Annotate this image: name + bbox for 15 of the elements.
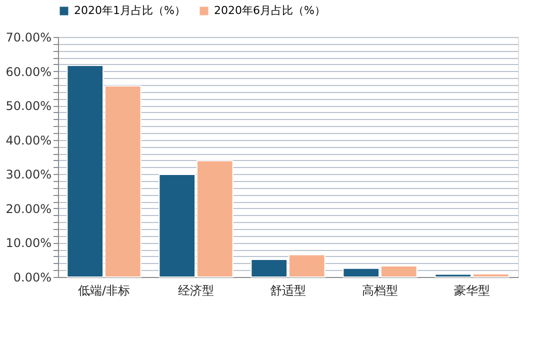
x-tick-label: 舒适型 <box>270 284 306 298</box>
x-tick-label: 高档型 <box>362 284 398 298</box>
y-tick-label: 30.00% <box>6 168 52 182</box>
legend-label: 2020年1月占比（%） <box>74 4 186 17</box>
x-tick-label: 低端/非标 <box>78 284 130 298</box>
y-tick-label: 20.00% <box>6 202 52 216</box>
y-tick-label: 10.00% <box>6 236 52 250</box>
y-tick-label: 50.00% <box>6 99 52 114</box>
x-tick-label: 经济型 <box>178 284 214 298</box>
y-tick-label: 70.00% <box>6 30 52 44</box>
x-tick-label: 豪华型 <box>454 284 490 298</box>
y-tick-label: 60.00% <box>6 64 52 79</box>
y-tick-label: 40.00% <box>6 133 52 148</box>
y-tick-label: 0.00% <box>13 270 52 284</box>
legend-label: 2020年6月占比（%） <box>214 4 326 17</box>
